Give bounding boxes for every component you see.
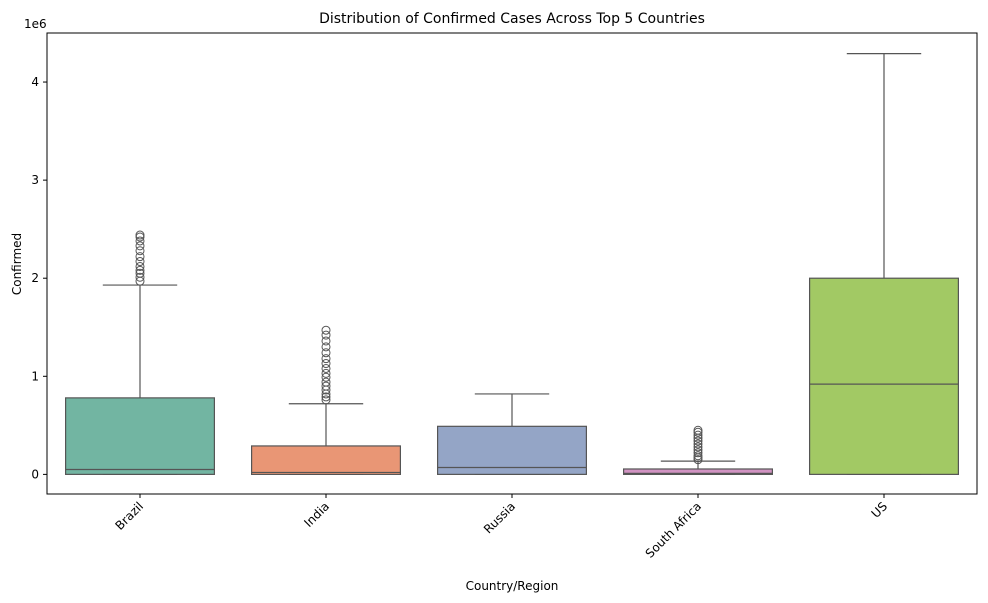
outlier-point [321,372,331,382]
outlier-point [321,354,331,364]
y-tick-label: 4 [31,75,39,89]
outlier-point [693,430,703,440]
y-axis-label: Confirmed [10,233,24,295]
outlier-point [693,442,703,452]
outlier-point [321,359,331,369]
outlier-point [321,336,331,346]
box-india [251,325,402,475]
chart-title: Distribution of Confirmed Cases Across T… [319,11,705,27]
x-tick-label: Russia [481,499,518,536]
iqr-box [808,277,959,475]
box-brazil [64,230,216,475]
outlier-point [693,439,703,449]
x-axis-label: Country/Region [466,579,559,593]
outlier-point [693,451,703,461]
iqr-box [251,445,402,475]
outlier-point [321,363,331,373]
outlier-point [135,257,145,267]
outlier-point [321,325,331,335]
outlier-point [135,252,145,262]
outlier-point [321,342,331,352]
outlier-point [135,272,145,282]
y-tick-label: 2 [31,271,39,285]
y-tick-label: 0 [31,467,39,481]
outlier-point [135,241,145,251]
outlier-point [135,230,145,240]
iqr-box [437,425,588,475]
outlier-point [321,368,331,378]
y-tick-label: 3 [31,173,39,187]
outlier-point [693,425,703,435]
iqr-box [622,468,773,475]
outlier-point [135,268,145,278]
iqr-box [64,397,216,475]
outlier-point [135,265,145,275]
outlier-point [135,246,145,256]
box-russia [437,393,588,475]
box-south-africa [622,425,773,475]
x-tick-label: South Africa [643,499,704,560]
outlier-point [321,392,331,402]
outlier-point [321,395,331,405]
outlier-point [693,436,703,446]
outlier-point [693,448,703,458]
x-tick-label: India [301,499,332,530]
outlier-point [321,330,331,340]
outlier-point [135,236,145,246]
outlier-point [321,381,331,391]
x-tick-label: Brazil [113,499,147,533]
y-offset-text: 1e6 [24,17,47,31]
y-tick-label: 1 [31,369,39,383]
outlier-point [693,445,703,455]
outlier-point [321,377,331,387]
outlier-point [135,261,145,271]
outlier-point [321,348,331,358]
x-tick-label: US [869,499,891,521]
plot-area [64,52,959,475]
box-us [808,52,959,475]
